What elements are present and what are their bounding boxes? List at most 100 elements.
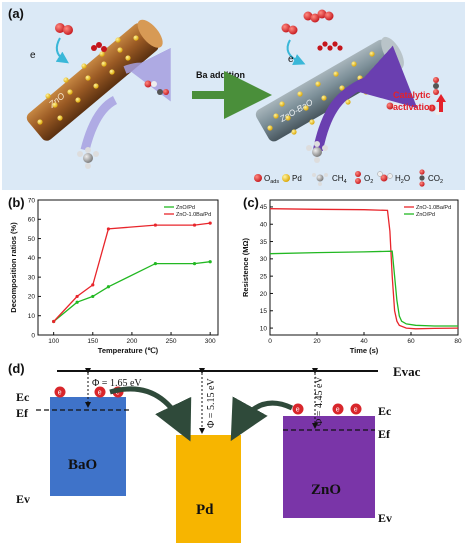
plot-frame: [269, 199, 459, 336]
pd-particle: [75, 97, 81, 103]
series-line: [269, 208, 459, 330]
data-point: [153, 262, 157, 266]
y-tick-label: 70: [28, 197, 36, 204]
pd-particle: [85, 75, 91, 81]
bao-phi-label: Φ = 1.65 eV: [92, 378, 142, 389]
y-tick-label: 60: [28, 217, 36, 224]
legend-co2-icon: [419, 169, 425, 187]
pd-particle: [109, 69, 115, 75]
pd-block: [176, 435, 241, 543]
catalytic-activation-label-2: activation: [393, 102, 435, 112]
pd-particle: [52, 102, 58, 108]
legend-pd-label: Pd: [292, 174, 302, 183]
zno-ec-label: Ec: [378, 404, 392, 418]
pd-particle: [285, 115, 291, 121]
pd-particle: [267, 125, 273, 131]
data-point: [192, 223, 197, 227]
bao-to-pd-arrow: [109, 386, 192, 442]
electron-marker: [54, 386, 66, 398]
series-line: [53, 222, 211, 322]
pd-particle: [37, 119, 43, 125]
bao-block: [50, 397, 126, 496]
y-tick-label: 35: [260, 239, 268, 246]
x-tick-label: 40: [360, 338, 368, 345]
zno-name: ZnO: [311, 482, 341, 498]
pd-phi-label: Φ = 5.15 eV: [206, 378, 217, 428]
pd-particle: [291, 129, 297, 135]
y-tick-label: 40: [28, 255, 36, 262]
product-arrow-left: [123, 47, 171, 102]
panel-b: (b) 100 150 200 250 300 0 10 20 30 40 50 60 70 Temper…: [8, 195, 219, 355]
y-tick-label: 45: [260, 204, 268, 211]
decomposition-chart: 100 150 200 250 300 0 10 20 30 40 50 60 70 Temperatur…: [9, 197, 219, 355]
o2-molecule-left: [55, 23, 73, 35]
electron-symbol: e: [58, 390, 62, 397]
electron-symbol: e: [336, 407, 340, 414]
series-line: [269, 250, 458, 327]
bao-ec-label: Ec: [16, 390, 30, 404]
data-point: [106, 285, 111, 289]
pd-particle: [375, 65, 381, 71]
x-axis-label: Temperature (℃): [98, 346, 159, 355]
data-point: [91, 294, 95, 299]
pd-particle: [117, 47, 123, 53]
panel-a: (a) ZnO e: [2, 2, 465, 190]
y-tick-label: 50: [28, 236, 36, 243]
pd-particle: [339, 85, 345, 91]
methane-arrow-right: [313, 45, 418, 152]
plot-frame: [37, 199, 219, 336]
data-point: [75, 294, 79, 299]
x-tick-label: 150: [87, 338, 98, 345]
pd-particle: [93, 83, 99, 89]
x-tick-label: 300: [205, 338, 216, 345]
methane-arrow-left: [80, 95, 118, 152]
zno-ef-label: Ef: [378, 427, 391, 441]
pd-particle: [345, 99, 351, 105]
pd-particle: [309, 119, 315, 125]
pd-particle: [67, 89, 73, 95]
pd-particle: [315, 81, 321, 87]
y-tick-label: 25: [260, 273, 268, 280]
data-point: [192, 262, 197, 266]
pd-particle: [369, 51, 375, 57]
legend-label: ZnO-1.0Ba/Pd: [176, 212, 211, 218]
y-tick-label: 30: [260, 256, 268, 263]
electron-label-left: e: [30, 50, 36, 61]
bao-name: BaO: [68, 457, 97, 473]
legend-ch4-label: CH4: [332, 174, 347, 185]
panel-a-label: (a): [8, 6, 24, 21]
panel-d: (d) Evac BaO Ec Ef Ev Φ = 1.65 eV Pd Φ =…: [8, 361, 421, 543]
pd-particle: [115, 37, 121, 43]
pd-particle: [63, 77, 69, 83]
electron-marker: [94, 386, 106, 398]
zno-phi-label: Φ = 4.45 eV: [314, 376, 325, 426]
panel-a-legend: Oads Pd CH4 O2 H2O: [254, 169, 443, 187]
zno-to-pd-arrow: [230, 396, 294, 442]
y-tick-label: 15: [260, 308, 268, 315]
pd-particle: [273, 113, 279, 119]
ch4-molecule-right: [306, 141, 328, 163]
pd-particle: [321, 95, 327, 101]
pd-particle: [133, 35, 139, 41]
legend-oads-label: Oads: [264, 174, 279, 185]
electron-marker: [292, 403, 304, 415]
pd-particle: [351, 61, 357, 67]
electron-arrow-right: [286, 39, 306, 66]
x-tick-label: 60: [407, 338, 415, 345]
data-point: [208, 260, 212, 264]
electron-marker: [332, 403, 344, 415]
pd-particles-left: [37, 35, 139, 125]
pd-particle: [303, 105, 309, 111]
pd-particle: [125, 55, 131, 61]
ba-addition-label: Ba addition: [196, 70, 245, 80]
x-tick-label: 20: [313, 338, 321, 345]
x-axis-label: Time (s): [350, 346, 379, 355]
bao-ev-label: Ev: [16, 492, 30, 506]
series-line: [53, 261, 211, 323]
y-tick-label: 20: [28, 294, 36, 301]
pd-particle: [99, 51, 105, 57]
legend-label: ZnO-1.0Ba/Pd: [416, 205, 451, 211]
legend-o2-icon: [355, 171, 361, 184]
legend-label: ZnO/Pd: [176, 205, 195, 211]
pd-particle: [297, 91, 303, 97]
